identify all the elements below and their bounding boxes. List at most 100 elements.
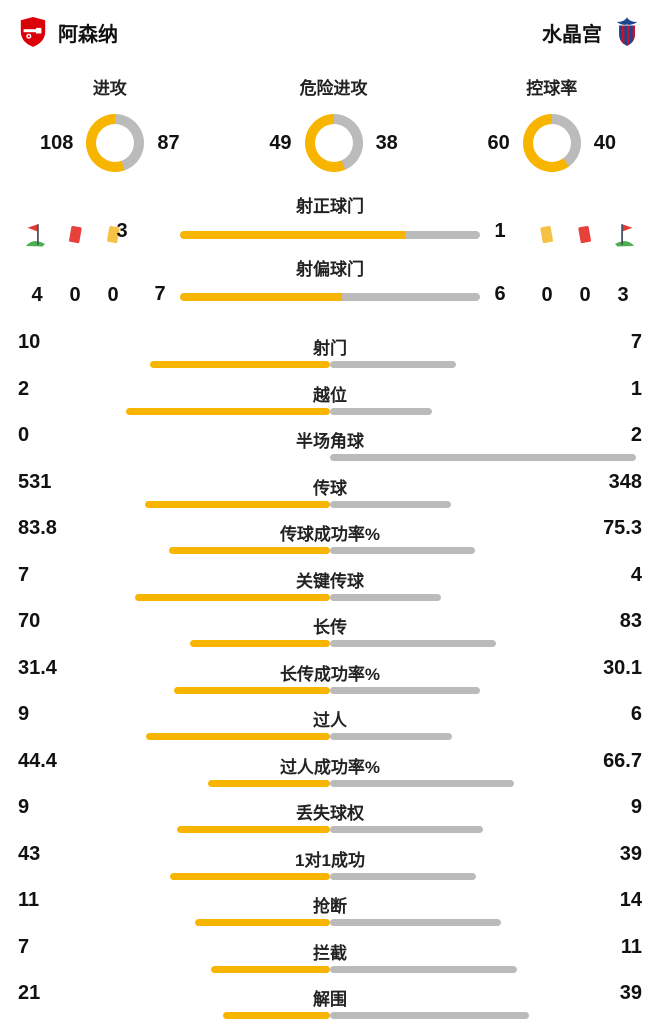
stat-row: 43 1对1成功 39: [18, 840, 642, 887]
donut-hole: [314, 124, 353, 162]
stat-home-value: 0: [18, 424, 30, 446]
stat-row: 9 过人 6: [18, 700, 642, 747]
stat-bar-away: [330, 500, 452, 508]
donut-row: 60 40: [487, 114, 616, 172]
stat-row: 83.8 传球成功率% 75.3: [18, 514, 642, 561]
stat-bar-away: [330, 407, 432, 415]
donut-label: 进攻: [92, 79, 127, 98]
stat-label: 长传: [313, 618, 347, 637]
stat-label: 1对1成功: [295, 850, 365, 870]
stat-home-value: 43: [18, 842, 41, 865]
stat-bar-away: [330, 919, 502, 926]
home-corners-count: 4: [31, 284, 43, 306]
red-card-icon: [60, 221, 90, 249]
stat-label: 拦截: [313, 943, 347, 963]
team-away: 水晶宫: [542, 16, 642, 48]
stat-bar-away: [330, 965, 517, 973]
stat-label: 传球成功率%: [279, 525, 381, 544]
stat-away-value: 30.1: [603, 656, 642, 679]
team-home: 阿森纳: [18, 16, 118, 48]
donut-home-value: 60: [487, 131, 510, 154]
stat-bar-home: [135, 593, 330, 601]
donut-group: 危险进攻 49 38: [269, 74, 398, 172]
donut-row: 49 38: [269, 114, 398, 172]
stat-away-value: 83: [619, 610, 642, 632]
red-card-icon: [570, 221, 600, 249]
shots-on-target-bar: [180, 231, 480, 239]
yellow-card-icon: [532, 221, 562, 249]
donut-label: 控球率: [526, 79, 578, 98]
stat-row: 9 丢失球权 9: [18, 793, 642, 840]
stat-away-value: 66.7: [603, 749, 642, 772]
shots-off-target-away-value: 6: [494, 283, 506, 305]
donut-hole: [96, 124, 135, 162]
home-yellow-cards-count: 0: [107, 284, 119, 306]
donut-group: 进攻 108 87: [40, 74, 180, 172]
stat-bar-home: [169, 872, 330, 880]
stat-label: 解围: [313, 990, 347, 1009]
shots-off-target-bar: [180, 293, 480, 301]
stat-away-value: 348: [608, 470, 642, 493]
stat-home-value: 7: [18, 935, 30, 958]
stat-home-value: 2: [18, 377, 30, 400]
stat-home-value: 10: [18, 331, 41, 353]
shots-section: 射正球门 3 1: [0, 192, 660, 320]
stat-bar-away: [330, 1012, 529, 1019]
stat-bar-away: [330, 547, 475, 554]
stat-row: 10 射门 7: [18, 328, 642, 375]
shots-off-target-label: 射偏球门: [296, 260, 364, 279]
stat-bar-home: [195, 919, 330, 926]
home-discipline-icons: [22, 221, 128, 249]
stat-bar-home: [222, 1012, 330, 1019]
stat-label: 越位: [313, 385, 347, 405]
stat-bar-away: [330, 779, 514, 787]
stat-bar-home: [150, 361, 330, 368]
stat-away-value: 4: [630, 563, 642, 586]
donut-group: 控球率 60 40: [487, 74, 616, 172]
stat-away-value: 39: [619, 982, 642, 1004]
stat-bar-away: [330, 733, 453, 740]
shots-on-target-label: 射正球门: [296, 197, 364, 216]
stat-away-value: 2: [630, 424, 642, 446]
away-red-cards-count: 0: [579, 284, 591, 306]
stat-row: 31.4 长传成功率% 30.1: [18, 654, 642, 701]
stat-label: 传球: [313, 478, 347, 498]
away-discipline-icons: [532, 221, 638, 249]
stat-label: 过人成功率%: [279, 757, 381, 777]
stat-row: 2 越位 1: [18, 375, 642, 422]
stat-label: 射门: [313, 339, 347, 358]
stat-away-value: 1: [630, 377, 642, 400]
donut-home-value: 49: [269, 131, 292, 154]
donut-home-value: 108: [40, 131, 74, 154]
donut-chart: [304, 114, 363, 172]
stat-row: 7 关键传球 4: [18, 561, 642, 608]
away-discipline-counts: 0 0 3: [532, 284, 638, 307]
stat-away-value: 14: [619, 889, 642, 911]
stat-row: 7 拦截 11: [18, 933, 642, 980]
stat-row: 44.4 过人成功率% 66.7: [18, 747, 642, 794]
stat-bar-away: [330, 454, 636, 461]
stat-label: 半场角球: [296, 432, 364, 451]
stat-bar-home: [190, 640, 330, 647]
away-yellow-cards-count: 0: [541, 284, 553, 306]
stat-bar-home: [145, 500, 330, 508]
stat-home-value: 70: [18, 610, 41, 632]
shots-on-target-home-value: 3: [116, 220, 128, 242]
team-home-name: 阿森纳: [58, 23, 118, 46]
stat-away-value: 39: [619, 842, 642, 865]
shots-off-target-bar-fill: [180, 293, 342, 301]
corner-flag-icon: [22, 221, 52, 249]
donut-away-value: 38: [375, 131, 398, 154]
stat-row: 0 半场角球 2: [18, 421, 642, 468]
stat-bar-home: [177, 826, 330, 833]
stat-bar-home: [207, 779, 330, 787]
corner-flag-icon: [608, 221, 638, 249]
stat-away-value: 9: [630, 796, 642, 818]
stat-home-value: 31.4: [18, 656, 57, 679]
header: 阿森纳 水晶宫: [0, 0, 660, 48]
arsenal-crest-icon: [18, 16, 48, 48]
stat-away-value: 75.3: [603, 517, 642, 539]
home-red-cards-count: 0: [69, 284, 81, 306]
home-discipline-counts: 4 0 0: [22, 284, 128, 307]
